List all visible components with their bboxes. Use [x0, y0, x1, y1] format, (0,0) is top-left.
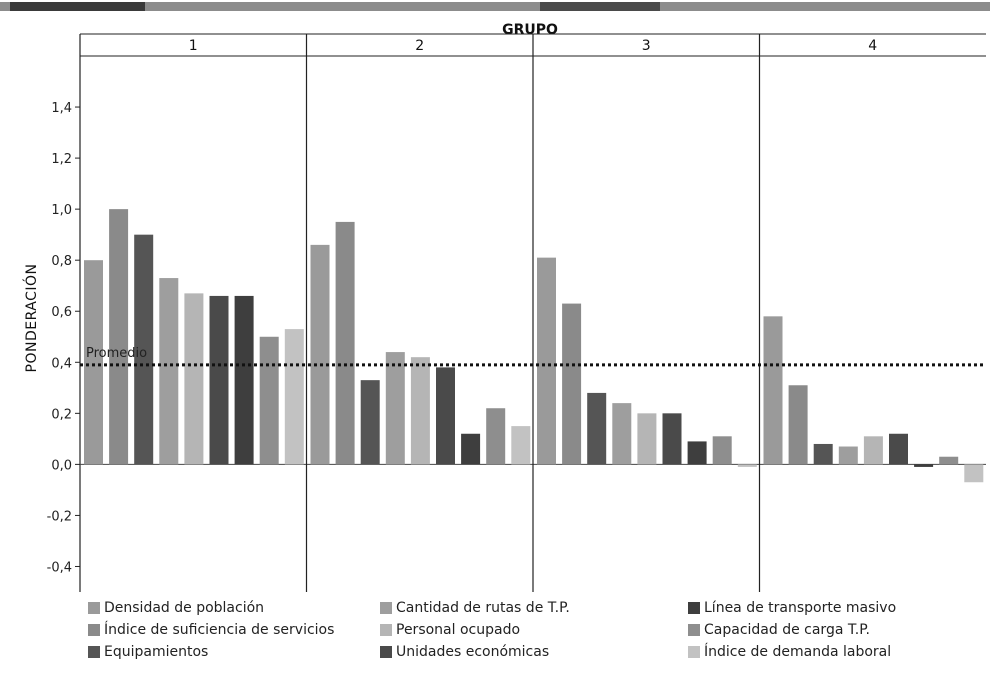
bar [562, 303, 582, 465]
y-tick-label: -0,2 [47, 509, 72, 524]
legend-swatch [380, 646, 392, 658]
bar [234, 295, 254, 465]
legend-item: Índice de demanda laboral [688, 642, 948, 662]
bar [838, 446, 858, 465]
y-tick-label: -0,4 [47, 560, 72, 575]
y-tick-label: 0,6 [51, 305, 72, 320]
legend-item: Personal ocupado [380, 620, 688, 640]
legend-label: Unidades económicas [396, 644, 550, 660]
legend-swatch [380, 602, 392, 614]
bar [486, 408, 506, 465]
legend-label: Personal ocupado [396, 622, 521, 638]
bar [737, 464, 757, 467]
bar [385, 352, 405, 465]
legend-label: Equipamientos [104, 644, 209, 660]
bar [511, 426, 531, 465]
legend-swatch [380, 624, 392, 636]
bar [687, 441, 707, 465]
top-band-dark-mid [540, 2, 660, 11]
average-label: Promedio [86, 346, 147, 361]
legend-label: Índice de suficiencia de servicios [104, 622, 335, 638]
y-tick-label: 0,2 [51, 407, 72, 422]
bar [259, 336, 279, 465]
bar [612, 403, 632, 465]
legend: Densidad de población Cantidad de rutas … [88, 598, 948, 662]
legend-label: Índice de demanda laboral [704, 644, 892, 660]
y-tick-label: 1,2 [51, 152, 72, 167]
legend-item: Cantidad de rutas de T.P. [380, 598, 688, 618]
bar [662, 413, 682, 465]
bar [763, 316, 783, 465]
legend-swatch [688, 624, 700, 636]
group-axis-title: GRUPO [502, 22, 558, 38]
bar [436, 367, 455, 465]
group-label: 1 [189, 38, 198, 54]
bar [310, 244, 330, 465]
bar [134, 234, 154, 465]
bar [461, 433, 481, 465]
legend-label: Línea de transporte masivo [704, 600, 897, 616]
bar [410, 357, 430, 465]
legend-item: Capacidad de carga T.P. [688, 620, 948, 640]
legend-label: Cantidad de rutas de T.P. [396, 600, 570, 616]
bar [159, 278, 179, 465]
legend-label: Densidad de población [104, 600, 265, 616]
bar [637, 413, 657, 465]
legend-swatch [88, 646, 100, 658]
y-tick-label: 1,0 [51, 203, 72, 218]
top-band [0, 2, 990, 11]
legend-item: Unidades económicas [380, 642, 688, 662]
legend-swatch [88, 602, 100, 614]
legend-swatch [688, 602, 700, 614]
legend-item: Equipamientos [88, 642, 380, 662]
legend-item: Línea de transporte masivo [688, 598, 948, 618]
legend-swatch [688, 646, 700, 658]
plot-area: -0,4 -0,2 0,0 0,2 0,4 0,6 0,8 1,0 1,2 1,4 1 2 3 4 Prom… [47, 33, 986, 592]
bar [184, 293, 204, 465]
y-tick-label: 0,4 [51, 356, 72, 371]
group-label: 4 [868, 38, 877, 54]
bar [84, 260, 103, 465]
y-tick-label: 0,0 [51, 458, 72, 473]
top-band-dark-left [10, 2, 145, 11]
bar [537, 257, 556, 465]
legend-item: Índice de suficiencia de servicios [88, 620, 380, 640]
bar [914, 464, 934, 467]
group-label: 2 [415, 38, 424, 54]
chart: GRUPO PONDERACIÓN -0,4 -0,2 0,0 0,2 0,4 0,6 0,… [0, 2, 990, 592]
y-tick-label: 0,8 [51, 254, 72, 269]
group-label: 3 [642, 38, 651, 54]
bar [964, 464, 984, 483]
bar [360, 380, 380, 465]
bar [788, 385, 808, 465]
bar [109, 209, 129, 465]
bar [587, 392, 607, 465]
legend-item: Densidad de población [88, 598, 380, 618]
bar [939, 456, 959, 465]
bar [712, 436, 732, 465]
bar [863, 436, 883, 465]
bar [335, 221, 355, 465]
bar [813, 443, 833, 465]
bar [209, 295, 229, 465]
legend-swatch [88, 624, 100, 636]
y-tick-label: 1,4 [51, 101, 72, 116]
legend-label: Capacidad de carga T.P. [704, 622, 870, 638]
bar [284, 329, 304, 465]
y-axis-label: PONDERACIÓN [22, 264, 40, 373]
bar [889, 433, 908, 465]
